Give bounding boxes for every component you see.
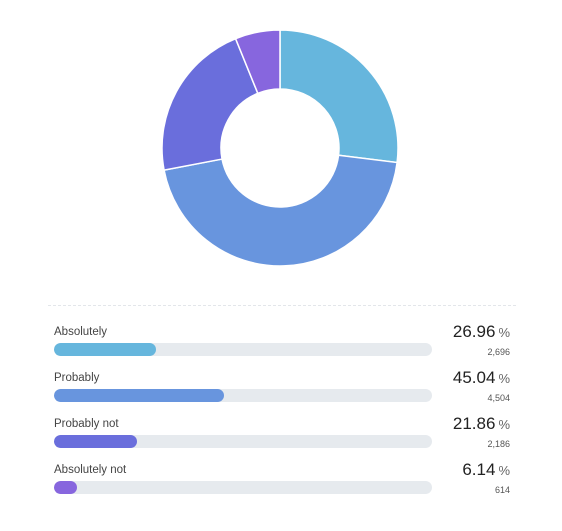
percentage-value: 21.86% bbox=[453, 414, 510, 434]
legend-label: Probably not bbox=[54, 418, 119, 430]
legend-row-probably: Probably 45.04% 4,504 bbox=[54, 366, 514, 412]
legend-row-probably-not: Probably not 21.86% 2,186 bbox=[54, 412, 514, 458]
percentage-number: 21.86 bbox=[452, 414, 496, 433]
donut-chart bbox=[161, 29, 399, 267]
percent-unit: % bbox=[498, 325, 510, 340]
percent-unit: % bbox=[498, 417, 510, 432]
percentage-value: 6.14% bbox=[462, 460, 510, 480]
count-value: 2,696 bbox=[487, 347, 510, 357]
percentage-number: 45.04 bbox=[452, 368, 496, 387]
progress-track bbox=[54, 481, 432, 494]
legend-row-absolutely-not: Absolutely not 6.14% 614 bbox=[54, 458, 514, 504]
legend-bars: Absolutely 26.96% 2,696 Probably 45.04% 4,504… bbox=[54, 320, 514, 504]
progress-fill-probably bbox=[54, 389, 225, 402]
percentage-value: 26.96% bbox=[453, 322, 510, 342]
progress-fill-probably-not bbox=[54, 435, 137, 448]
count-value: 2,186 bbox=[487, 439, 510, 449]
progress-fill-absolutely bbox=[54, 343, 156, 356]
count-value: 4,504 bbox=[487, 393, 510, 403]
percent-unit: % bbox=[498, 463, 510, 478]
donut-slice-probably[interactable] bbox=[163, 154, 398, 267]
legend-row-absolutely: Absolutely 26.96% 2,696 bbox=[54, 320, 514, 366]
percentage-number: 26.96 bbox=[452, 322, 496, 341]
progress-track bbox=[54, 343, 432, 356]
legend-label: Absolutely bbox=[54, 326, 108, 338]
percent-unit: % bbox=[498, 371, 510, 386]
percentage-value: 45.04% bbox=[453, 368, 510, 388]
donut-slice-probably-not[interactable] bbox=[161, 37, 259, 171]
legend-label: Absolutely not bbox=[54, 464, 127, 476]
donut-slice-absolutely[interactable] bbox=[279, 29, 399, 164]
progress-track bbox=[54, 435, 432, 448]
legend-label: Probably bbox=[54, 372, 100, 384]
percentage-number: 6.14 bbox=[462, 460, 496, 479]
progress-fill-absolutely-not bbox=[54, 481, 78, 494]
count-value: 614 bbox=[494, 485, 510, 495]
donut-slice-absolutely-not[interactable] bbox=[234, 29, 281, 95]
progress-track bbox=[54, 389, 432, 402]
divider bbox=[48, 305, 516, 306]
